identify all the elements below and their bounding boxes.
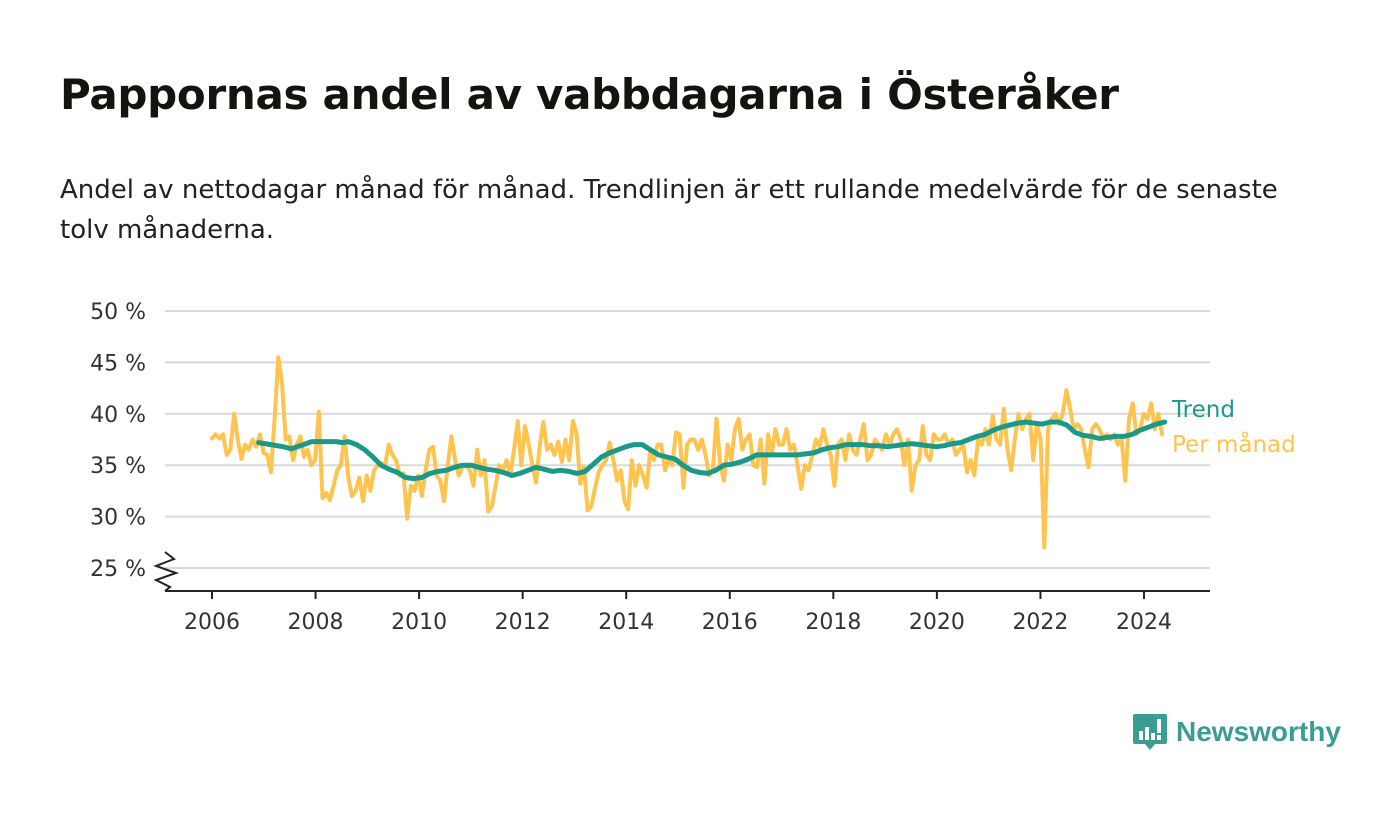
chart-title: Pappornas andel av vabbdagarna i Österåk…	[60, 70, 1119, 119]
y-tick-label: 50 %	[90, 300, 146, 325]
series-lines	[210, 355, 1168, 550]
x-tick-label: 2012	[495, 610, 551, 635]
x-tick-label: 2010	[391, 610, 447, 635]
x-tick-label: 2008	[288, 610, 344, 635]
newsworthy-logo: Newsworthy	[1132, 712, 1341, 752]
x-tick-label: 2020	[909, 610, 965, 635]
newsworthy-logo-icon	[1133, 714, 1167, 750]
series-line-trend	[256, 419, 1168, 482]
y-tick-label: 30 %	[90, 506, 146, 531]
x-tick-label: 2022	[1012, 610, 1068, 635]
x-tick-label: 2006	[184, 610, 240, 635]
x-tick-label: 2016	[702, 610, 758, 635]
series-label-trend: Trend	[1171, 397, 1235, 423]
x-tick-label: 2024	[1116, 610, 1172, 635]
x-tick-label: 2018	[805, 610, 861, 635]
y-tick-label: 35 %	[90, 454, 146, 479]
x-axis: 2006 2008 2010 2012 2014 2016 2018 2020 2022 2024	[153, 551, 1210, 635]
y-tick-label: 25 %	[90, 557, 146, 582]
brand-name: Newsworthy	[1176, 716, 1341, 747]
y-tick-label: 40 %	[90, 403, 146, 428]
y-tick-label: 45 %	[90, 351, 146, 376]
x-tick-label: 2014	[598, 610, 654, 635]
chart-subtitle: Andel av nettodagar månad för månad. Tre…	[60, 175, 1278, 245]
y-axis-ticks: 25 % 30 % 35 % 40 % 45 % 50 %	[90, 300, 146, 582]
series-labels: Trend Per månad	[1171, 397, 1296, 458]
series-line-per-manad	[210, 355, 1165, 550]
axis-break-mark	[153, 551, 180, 592]
series-label-per-manad: Per månad	[1172, 430, 1296, 458]
